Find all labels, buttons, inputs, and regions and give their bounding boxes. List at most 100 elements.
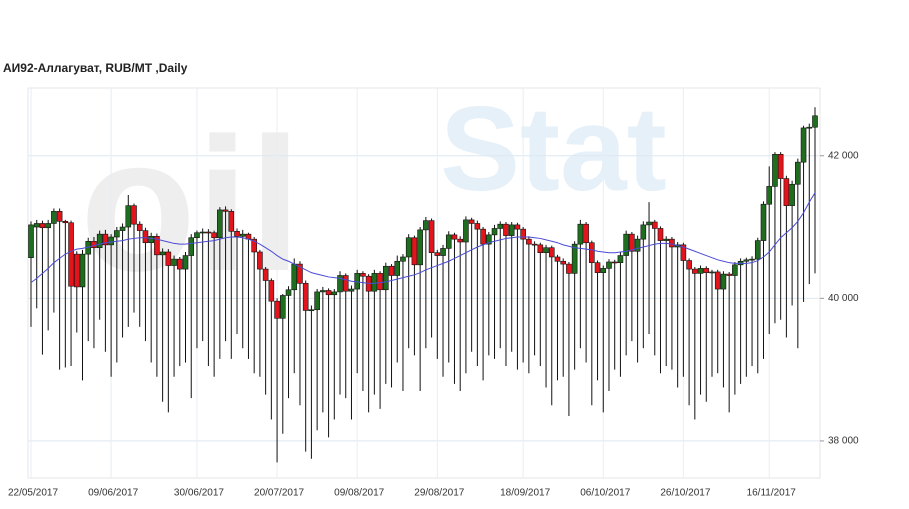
candle-body: [371, 273, 378, 292]
candle-body: [342, 275, 349, 292]
candle-body: [79, 253, 86, 288]
candle-body: [514, 224, 521, 230]
candle-body: [388, 265, 395, 276]
candle-body: [623, 233, 629, 256]
candle-body: [257, 251, 263, 270]
candle-body: [497, 223, 504, 229]
candle-body: [726, 273, 732, 276]
candle-body: [800, 127, 807, 163]
candle-body: [268, 280, 275, 302]
candle-body: [136, 223, 143, 231]
candle-body: [45, 223, 51, 229]
candle-body: [165, 251, 172, 266]
candle-body: [159, 251, 166, 256]
candle-body: [651, 221, 658, 229]
candle-body: [239, 233, 246, 237]
chart-title: АИ92-Аллагуват, RUB/MT ,Daily: [3, 61, 188, 75]
candle-body: [411, 237, 418, 266]
candle-body: [606, 261, 612, 269]
candle-body: [789, 183, 795, 206]
candle-body: [114, 230, 120, 238]
candle-body: [457, 238, 463, 243]
plot-frame: [27, 87, 821, 479]
candle-body: [211, 232, 217, 239]
candle-body: [302, 283, 309, 311]
candle-body: [646, 221, 652, 226]
candle-body: [669, 238, 675, 248]
candle-body: [291, 263, 298, 291]
x-tick-label: 09/08/2017: [334, 488, 384, 499]
candle-body: [451, 234, 458, 240]
candle-body: [571, 243, 578, 274]
candle-body: [589, 242, 595, 263]
watermark: Stat: [440, 82, 667, 216]
candle-body: [108, 236, 114, 246]
candle-body: [772, 154, 778, 187]
y-tick-label: 40 000: [828, 293, 859, 304]
candle-body: [692, 268, 698, 274]
candle-body: [468, 219, 475, 224]
candle-body: [337, 275, 343, 293]
candle-body: [663, 238, 670, 241]
candle-body: [508, 224, 515, 236]
candle-body: [73, 253, 80, 288]
candle-body: [577, 223, 584, 245]
candle-body: [222, 209, 229, 212]
candle-body: [405, 237, 412, 258]
candle-body: [320, 290, 326, 293]
candle-body: [91, 240, 97, 249]
candle-body: [463, 219, 469, 243]
candle-body: [503, 223, 509, 236]
candle-body: [428, 220, 435, 253]
candle-body: [325, 290, 332, 296]
candle-body: [795, 161, 801, 185]
candle-body: [743, 259, 750, 262]
candle-body: [251, 238, 257, 253]
candle-body: [131, 205, 137, 225]
candle-body: [754, 240, 761, 260]
candle-body: [434, 252, 441, 256]
candle-body: [640, 224, 647, 240]
candle-body: [611, 261, 618, 264]
x-tick-label: 06/10/2017: [580, 488, 630, 499]
x-tick-label: 29/08/2017: [414, 488, 464, 499]
x-tick-label: 22/05/2017: [8, 488, 58, 499]
candle-body: [686, 260, 692, 270]
moving-average: [30, 192, 816, 284]
candle-body: [217, 209, 223, 239]
candle-body: [182, 255, 189, 270]
candle-body: [526, 238, 532, 245]
candle-body: [148, 235, 154, 244]
candle-body: [703, 268, 710, 273]
x-tick-label: 09/06/2017: [88, 488, 138, 499]
candle-body: [440, 248, 446, 256]
x-tick-label: 16/11/2017: [747, 488, 797, 499]
candle-body: [566, 263, 572, 274]
candle-body: [119, 226, 126, 231]
candle-body: [62, 221, 69, 224]
candle-body: [96, 233, 103, 249]
candle-body: [102, 233, 109, 246]
candle-body: [600, 268, 607, 273]
candle-body: [629, 233, 635, 252]
candle-body: [154, 235, 160, 256]
candle-body: [554, 256, 561, 262]
candle-body: [279, 295, 286, 319]
candle-body: [474, 223, 481, 230]
candle-body: [766, 186, 773, 205]
candle-body: [285, 289, 292, 296]
candle-body: [33, 223, 40, 228]
candle-body: [543, 247, 549, 253]
candle-body: [594, 262, 601, 273]
candle-body: [583, 223, 589, 244]
x-tick-label: 18/09/2017: [500, 488, 550, 499]
candle-body: [732, 264, 738, 276]
candle-body: [68, 222, 74, 287]
candle-body: [480, 228, 486, 245]
candle-body: [262, 268, 269, 281]
x-tick-label: 20/07/2017: [254, 488, 304, 499]
candle-body: [760, 203, 767, 241]
candle-body: [28, 224, 34, 258]
candle-body: [383, 265, 389, 291]
